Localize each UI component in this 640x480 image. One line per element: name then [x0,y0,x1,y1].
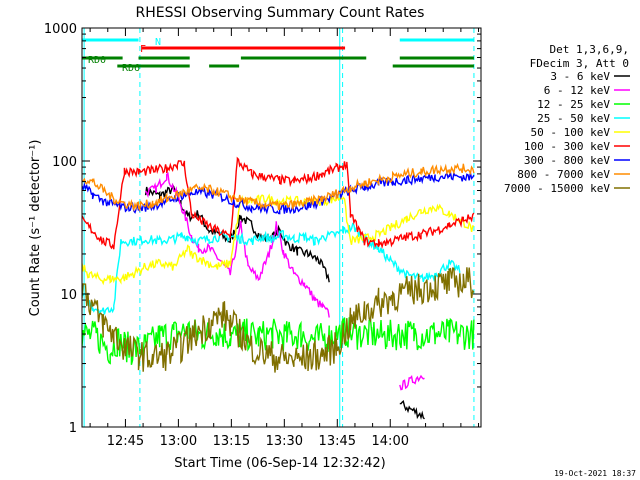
series-line-7000-15000-kev [82,267,475,373]
generated-date: 19-Oct-2021 18:37 [554,469,636,478]
legend-header-detectors: Det 1,3,6,9, [550,43,629,56]
legend-label: 300 - 800 keV [524,154,610,167]
legend-label: 6 - 12 keV [544,84,611,97]
plot-frame [81,27,482,428]
legend-label: 50 - 100 keV [531,126,611,139]
x-tick-label: 13:15 [213,434,250,449]
series-line-25-50-kev [82,222,461,317]
series-line-50-100-kev [82,193,475,286]
y-tick-label: 10 [60,288,77,303]
y-tick-label: 100 [52,155,77,170]
x-tick-label: 14:00 [372,434,409,449]
y-tick-label: 1000 [44,22,77,37]
x-tick-label: 13:00 [160,434,197,449]
series-line-800-7000-kev [82,162,475,212]
series-group [82,156,475,420]
legend-label: 800 - 7000 keV [517,168,610,181]
plot-area: NF RD0 RD6 1 10 100 1000 12:45 13:00 13:15 13:30 13… [44,22,630,449]
legend-label: 7000 - 15000 keV [504,182,610,195]
series-line-100-300-kev [82,156,475,250]
legend-label: 100 - 300 keV [524,140,610,153]
legend-header-decimation: FDecim 3, Att 0 [530,57,629,70]
chart-title: RHESSI Observing Summary Count Rates [136,5,425,21]
x-tick-label: 13:30 [266,434,303,449]
flag-label-rd0: RD0 [88,55,106,66]
legend-label: 25 - 50 keV [537,112,610,125]
legend-label: 12 - 25 keV [537,98,610,111]
y-tick-label: 1 [69,421,77,436]
x-axis-label: Start Time (06-Sep-14 12:32:42) [174,456,385,471]
x-tick-label: 13:45 [319,434,356,449]
y-axis-label: Count Rate (s⁻¹ detector⁻¹) [28,140,43,317]
legend-label: 3 - 6 keV [550,70,610,83]
flag-label-n: N [155,37,161,48]
flag-label-rd6: RD6 [122,63,140,74]
flag-label-f: F [140,44,146,55]
x-tick-label: 12:45 [107,434,144,449]
